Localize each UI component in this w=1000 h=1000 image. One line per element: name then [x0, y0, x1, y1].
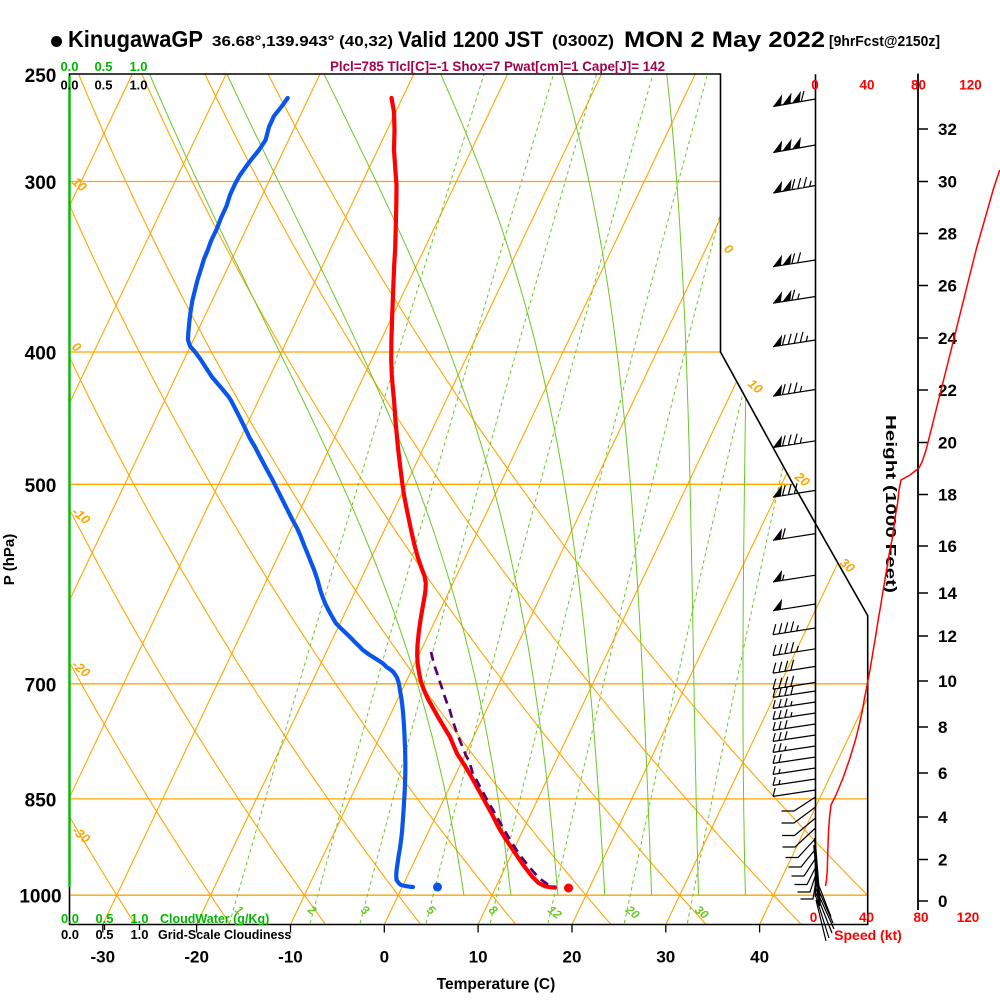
svg-text:80: 80 — [911, 78, 926, 93]
svg-text:12: 12 — [938, 627, 957, 646]
svg-text:0.5: 0.5 — [94, 78, 112, 93]
svg-text:16: 16 — [938, 537, 957, 556]
svg-text:0.5: 0.5 — [95, 911, 113, 926]
svg-text:120: 120 — [957, 910, 980, 925]
svg-text:Temperature (C): Temperature (C) — [437, 976, 556, 993]
svg-text:36.68°,139.943° (40,32): 36.68°,139.943° (40,32) — [212, 33, 393, 50]
svg-text:120: 120 — [959, 78, 982, 93]
svg-text:(0300Z): (0300Z) — [552, 33, 614, 50]
svg-text:26: 26 — [938, 277, 957, 296]
svg-text:40: 40 — [859, 78, 874, 93]
svg-text:CloudWater (g/Kg): CloudWater (g/Kg) — [160, 912, 269, 926]
svg-text:500: 500 — [25, 476, 57, 497]
svg-text:1.0: 1.0 — [130, 911, 148, 926]
svg-text:40: 40 — [750, 948, 769, 967]
svg-text:Plcl=785 Tlcl[C]=-1 Shox=7 Pwa: Plcl=785 Tlcl[C]=-1 Shox=7 Pwat[cm]=1 Ca… — [330, 59, 665, 74]
svg-text:0.0: 0.0 — [61, 927, 79, 942]
svg-text:-30: -30 — [91, 948, 116, 967]
svg-text:20: 20 — [938, 434, 957, 453]
svg-text:MON 2 May 2022: MON 2 May 2022 — [624, 27, 825, 52]
svg-text:850: 850 — [25, 790, 57, 811]
svg-text:30: 30 — [938, 173, 957, 192]
svg-text:700: 700 — [25, 675, 57, 696]
svg-text:Speed (kt): Speed (kt) — [834, 927, 902, 943]
svg-text:[9hrFcst@2150z]: [9hrFcst@2150z] — [829, 33, 940, 50]
svg-text:2: 2 — [938, 851, 947, 870]
svg-text:80: 80 — [913, 910, 928, 925]
svg-text:P (hPa): P (hPa) — [1, 534, 18, 585]
svg-text:-10: -10 — [278, 948, 303, 967]
svg-text:0: 0 — [380, 948, 389, 967]
svg-text:0.5: 0.5 — [95, 927, 113, 942]
svg-text:0: 0 — [938, 892, 947, 911]
svg-text:10: 10 — [469, 948, 488, 967]
svg-text:4: 4 — [938, 808, 948, 827]
svg-text:1.0: 1.0 — [129, 78, 147, 93]
svg-text:6: 6 — [938, 764, 947, 783]
svg-text:300: 300 — [25, 173, 57, 194]
svg-text:20: 20 — [562, 948, 581, 967]
svg-text:14: 14 — [938, 584, 957, 603]
svg-text:400: 400 — [25, 344, 57, 365]
svg-text:32: 32 — [938, 120, 957, 139]
svg-text:40: 40 — [859, 910, 874, 925]
svg-text:0: 0 — [811, 78, 819, 93]
svg-text:KinugawaGP: KinugawaGP — [68, 26, 203, 52]
svg-text:Valid 1200 JST: Valid 1200 JST — [398, 27, 544, 52]
svg-text:1000: 1000 — [19, 887, 61, 908]
svg-text:1.0: 1.0 — [129, 59, 147, 74]
svg-text:30: 30 — [656, 948, 675, 967]
svg-text:0.5: 0.5 — [94, 59, 112, 74]
svg-text:0: 0 — [810, 910, 818, 925]
svg-text:250: 250 — [25, 66, 57, 87]
svg-text:Height (1000 Feet): Height (1000 Feet) — [882, 415, 899, 593]
svg-text:0.0: 0.0 — [60, 59, 78, 74]
svg-text:1.0: 1.0 — [130, 927, 148, 942]
svg-text:0.0: 0.0 — [60, 78, 78, 93]
svg-text:28: 28 — [938, 225, 957, 244]
svg-text:8: 8 — [938, 718, 947, 737]
svg-text:-20: -20 — [184, 948, 209, 967]
svg-text:10: 10 — [938, 672, 957, 691]
svg-text:18: 18 — [938, 486, 957, 505]
svg-text:Grid-Scale Cloudiness: Grid-Scale Cloudiness — [158, 928, 291, 942]
svg-text:0.0: 0.0 — [61, 911, 79, 926]
